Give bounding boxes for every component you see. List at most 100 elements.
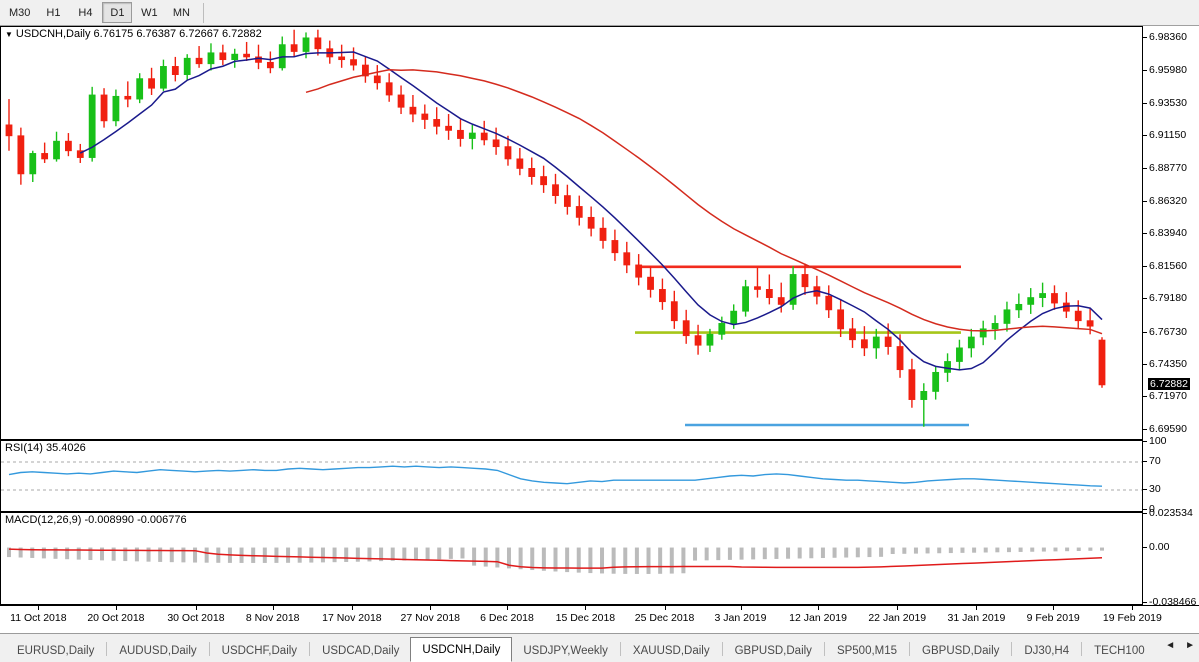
chart-tab-eurusd-daily[interactable]: EURUSD,Daily: [17, 645, 95, 657]
candle-body: [754, 286, 761, 290]
macd-histogram-bar: [669, 547, 674, 574]
macd-axis-scale[interactable]: 0.023534 0.00 -0.038466: [1143, 507, 1199, 608]
candle-body: [1027, 297, 1035, 305]
macd-histogram-bar: [913, 547, 918, 554]
chart-tab-usdchf-daily[interactable]: USDCHF,Daily: [221, 645, 298, 657]
macd-histogram-bar: [169, 547, 174, 563]
time-tick-label: 25 Dec 2018: [634, 612, 695, 624]
candle-body: [611, 240, 619, 254]
time-tick-mark: [430, 606, 432, 610]
candle-body: [492, 139, 500, 148]
tick-mark: [1143, 265, 1147, 267]
collapse-arrow-icon[interactable]: ▼: [5, 29, 13, 39]
candle-body: [552, 184, 559, 197]
macd-histogram-bar: [158, 547, 163, 562]
macd-histogram-bar: [762, 547, 767, 560]
rsi-pane[interactable]: RSI(14) 35.4026: [0, 440, 1143, 512]
chart-tab-usdcnh-daily[interactable]: USDCNH,Daily: [410, 637, 513, 662]
timeframe-button-d1[interactable]: D1: [102, 2, 133, 23]
timeframe-button-h4[interactable]: H4: [78, 7, 93, 19]
candle-body: [849, 328, 856, 341]
price-tick-label: 6.95980: [1149, 63, 1187, 76]
time-tick-label: 3 Jan 2019: [714, 612, 767, 624]
candle-body: [659, 289, 666, 303]
candle-body: [837, 309, 845, 330]
candle-body: [468, 132, 476, 139]
time-tick-mark: [272, 606, 274, 610]
candle-body: [920, 391, 928, 400]
candle-body: [944, 361, 951, 373]
scroll-left-icon[interactable]: ◄: [1165, 640, 1176, 651]
price-chart-canvas: [5, 29, 1106, 427]
rsi-axis-scale[interactable]: 100 70 30 0: [1143, 435, 1199, 515]
macd-histogram-bar: [448, 547, 453, 559]
chart-panes: ▼ USDCNH,Daily 6.76175 6.76387 6.72667 6.…: [0, 26, 1199, 633]
rsi-tick-label: 100: [1149, 435, 1167, 447]
time-tick-mark: [897, 606, 899, 610]
candle-body: [860, 339, 868, 349]
macd-histogram-bar: [879, 547, 884, 557]
price-tick-label: 6.86320: [1149, 195, 1187, 208]
candle-body: [183, 57, 191, 75]
price-axis-scale[interactable]: 6.98360 6.95980 6.93530 6.91150 6.88770 6.863…: [1143, 26, 1199, 440]
macd-tick-label: 0.023534: [1149, 507, 1193, 519]
macd-histogram-bar: [867, 547, 872, 558]
chart-tab-tech100[interactable]: TECH100: [1094, 645, 1145, 657]
candle-body: [255, 56, 262, 63]
chart-tab-usdjpy-weekly[interactable]: USDJPY,Weekly: [523, 645, 608, 657]
macd-histogram-bar: [320, 547, 325, 563]
candle-body: [171, 66, 179, 75]
macd-histogram-bar: [181, 547, 186, 563]
candle-body: [1086, 320, 1094, 327]
macd-pane[interactable]: MACD(12,26,9) -0.008990 -0.006776: [0, 512, 1143, 605]
macd-histogram-bar: [18, 547, 23, 558]
tab-separator: [208, 642, 210, 656]
candle-body: [1098, 339, 1106, 386]
tab-separator: [1011, 642, 1013, 656]
ma-slow-line: [305, 68, 1103, 335]
chart-tab-audusd-daily[interactable]: AUDUSD,Daily: [119, 645, 197, 657]
timeframe-button-h1[interactable]: H1: [46, 7, 61, 19]
candle-body: [825, 295, 833, 311]
timeframe-button-m30[interactable]: M30: [9, 7, 31, 19]
timeframe-button-w1[interactable]: W1: [141, 7, 158, 19]
candle-body: [5, 124, 13, 137]
candle-body: [991, 323, 999, 330]
chart-tab-sp500-m15[interactable]: SP500,M15: [836, 645, 898, 657]
macd-histogram-bar: [123, 547, 128, 562]
scroll-right-icon[interactable]: ►: [1185, 640, 1195, 651]
price-pane[interactable]: ▼ USDCNH,Daily 6.76175 6.76387 6.72667 6.…: [0, 26, 1143, 440]
macd-histogram-bar: [146, 547, 151, 562]
tab-separator: [721, 642, 723, 656]
macd-histogram-bar: [7, 547, 11, 558]
time-axis[interactable]: 11 Oct 2018 20 Oct 2018 30 Oct 2018 8 Nov 2…: [0, 605, 1199, 633]
chart-tab-gbpusd-daily[interactable]: GBPUSD,Daily: [922, 645, 1000, 657]
time-tick-mark: [976, 606, 978, 610]
macd-histogram-bar: [890, 547, 895, 554]
candle-body: [350, 59, 357, 66]
timeframe-button-mn[interactable]: MN: [172, 7, 190, 19]
macd-histogram-bar: [716, 547, 721, 561]
timeframe-button-group: M30 H1 H4 D1 W1 MN: [2, 0, 210, 25]
price-tick-label: 6.91150: [1149, 129, 1187, 142]
macd-histogram-bar: [960, 547, 965, 553]
tick-mark: [1143, 396, 1147, 398]
tick-mark: [1143, 298, 1147, 300]
tab-separator: [909, 642, 911, 656]
candle-body: [160, 66, 167, 89]
tick-mark: [1143, 201, 1147, 203]
chart-tab-list: EURUSD,Daily AUDUSD,Daily USDCHF,Daily USDC…: [6, 636, 1156, 662]
candle-body: [219, 52, 227, 61]
chart-tab-xauusd-daily[interactable]: XAUUSD,Daily: [632, 645, 710, 657]
time-tick-label: 31 Jan 2019: [947, 612, 1006, 624]
macd-histogram-bar: [76, 547, 81, 560]
chart-tab-usdcad-daily[interactable]: USDCAD,Daily: [322, 645, 400, 657]
chart-tab-gbpusd-daily[interactable]: GBPUSD,Daily: [734, 645, 812, 657]
macd-histogram-bar: [402, 547, 407, 561]
macd-pane-label: MACD(12,26,9) -0.008990 -0.006776: [5, 514, 187, 526]
time-tick-label: 6 Dec 2018: [480, 612, 534, 624]
chart-tab-dj30-h4[interactable]: DJ30,H4: [1024, 645, 1070, 657]
macd-histogram-bar: [413, 547, 418, 561]
macd-histogram-bar: [786, 547, 791, 559]
macd-histogram-bar: [541, 547, 546, 571]
